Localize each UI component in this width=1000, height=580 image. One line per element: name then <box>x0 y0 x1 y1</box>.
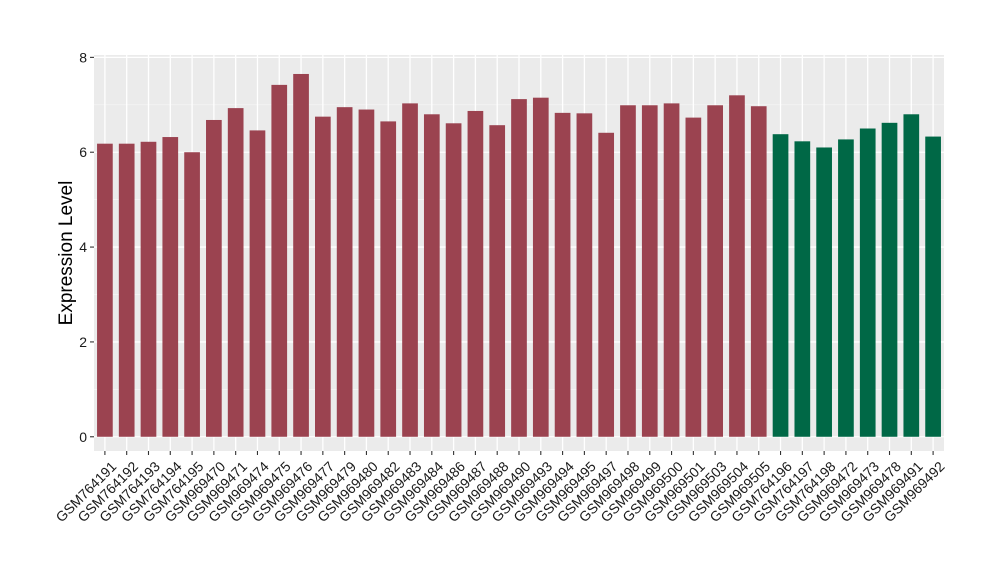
bar-GSM764194 <box>162 137 179 437</box>
bar-GSM969476 <box>293 73 309 437</box>
bar-GSM969497 <box>598 132 615 437</box>
bar-GSM969505 <box>750 106 767 437</box>
bar-GSM969503 <box>707 105 723 437</box>
y-tick-label: 0 <box>79 429 87 445</box>
bar-GSM764193 <box>140 141 157 437</box>
bar-GSM969478 <box>881 122 898 437</box>
x-axis: GSM764191GSM764192GSM764193GSM764194GSM7… <box>52 451 948 525</box>
bar-GSM764198 <box>816 147 832 437</box>
y-axis-title: Expression Level <box>56 181 77 326</box>
bar-GSM969491 <box>903 114 920 437</box>
bar-GSM969488 <box>489 125 506 437</box>
bar-GSM764196 <box>772 134 789 437</box>
bar-GSM969471 <box>227 108 244 437</box>
bar-GSM764195 <box>184 152 200 437</box>
bar-GSM969482 <box>380 121 397 437</box>
bar-GSM969487 <box>467 110 484 437</box>
bar-GSM969486 <box>445 123 462 437</box>
bar-GSM764197 <box>794 141 811 437</box>
bar-GSM969474 <box>249 130 266 437</box>
bar-GSM969500 <box>663 103 680 437</box>
bar-GSM969477 <box>315 116 331 437</box>
bars <box>97 73 941 437</box>
bar-GSM969484 <box>423 114 440 437</box>
bar-GSM764191 <box>97 143 113 437</box>
y-tick-label: 2 <box>79 334 87 350</box>
bar-GSM969483 <box>402 103 418 437</box>
bar-GSM969504 <box>729 95 745 437</box>
bar-GSM969470 <box>206 119 222 437</box>
y-tick-label: 6 <box>79 144 87 160</box>
bar-GSM969472 <box>838 139 854 437</box>
bar-GSM969501 <box>685 117 702 437</box>
y-tick-label: 4 <box>79 239 87 255</box>
bar-GSM764192 <box>118 143 135 437</box>
bar-GSM969493 <box>532 97 549 437</box>
y-tick-label: 8 <box>79 49 87 65</box>
bar-GSM969498 <box>620 105 636 437</box>
bar-GSM969490 <box>511 99 527 437</box>
bar-GSM969494 <box>554 112 571 437</box>
bar-GSM969473 <box>859 128 876 437</box>
bar-GSM969480 <box>358 109 375 437</box>
bar-GSM969475 <box>271 84 288 437</box>
bar-GSM969492 <box>925 136 941 437</box>
bar-GSM969495 <box>576 113 593 437</box>
bar-GSM969479 <box>336 107 353 437</box>
bar-GSM969499 <box>641 105 658 437</box>
y-axis: 0 2 4 6 8 <box>79 49 94 445</box>
